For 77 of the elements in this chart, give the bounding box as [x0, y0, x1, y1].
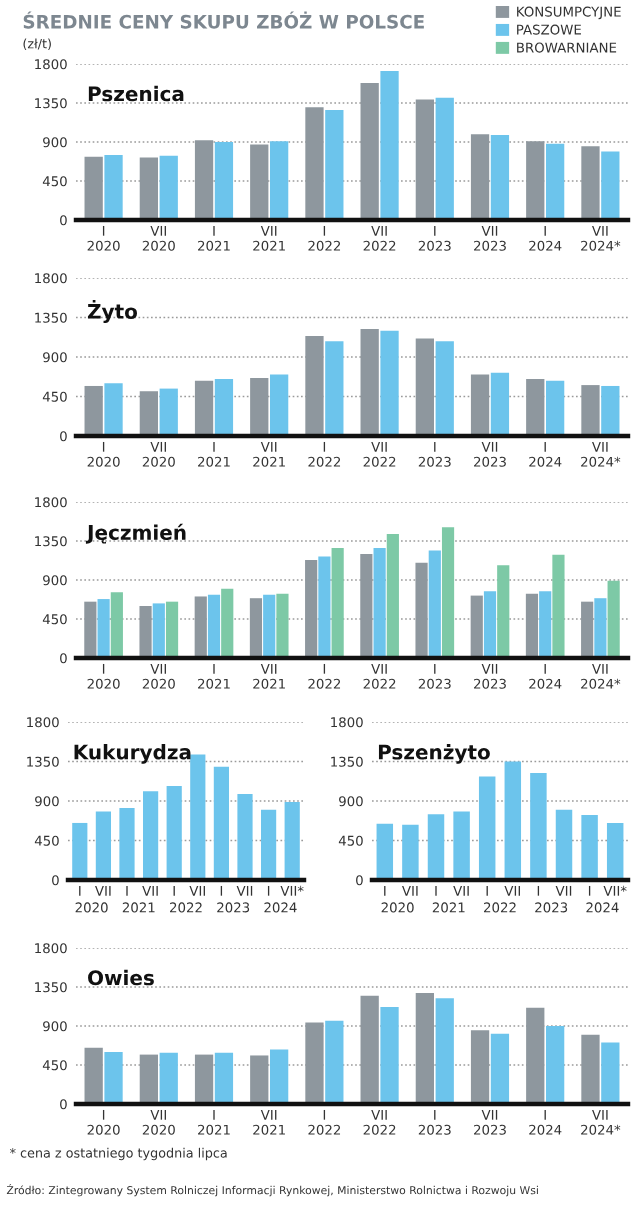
- bar: [402, 824, 419, 880]
- bar: [376, 823, 394, 880]
- text: Żyto: [87, 300, 138, 323]
- text: Pszenżyto: [378, 744, 490, 764]
- bar: [325, 1020, 344, 1104]
- bar: [213, 766, 229, 880]
- bar: [318, 556, 331, 658]
- bar: [530, 772, 547, 880]
- bar: [380, 330, 399, 436]
- bar: [428, 550, 441, 658]
- bar: [159, 155, 178, 220]
- bar: [427, 814, 445, 880]
- bar: [104, 383, 123, 436]
- bar: [221, 588, 234, 658]
- bar: [555, 809, 573, 880]
- bar: [545, 1026, 565, 1104]
- bar: [380, 1006, 399, 1104]
- bar: [165, 601, 179, 658]
- bar: [594, 598, 607, 658]
- bar: [606, 822, 624, 880]
- bar: [497, 565, 510, 658]
- bar: [552, 554, 565, 658]
- bar: [325, 109, 344, 220]
- bar: [97, 599, 110, 658]
- text: Pszenica: [88, 85, 184, 102]
- text: Owies: [88, 969, 154, 986]
- bar: [386, 534, 399, 658]
- bar: [263, 594, 276, 658]
- text: Jęczmień: [85, 523, 186, 544]
- bar: [380, 70, 399, 220]
- bar: [72, 822, 88, 880]
- bar: [214, 378, 234, 436]
- bar: [104, 155, 123, 220]
- bar: [269, 374, 289, 436]
- bar: [490, 372, 510, 436]
- bar: [504, 761, 522, 880]
- bar: [435, 97, 454, 220]
- bar: [373, 547, 386, 658]
- bar: [601, 1042, 620, 1104]
- bar: [166, 786, 182, 880]
- bar: [119, 808, 135, 880]
- bar: [483, 591, 497, 658]
- bar: [104, 1052, 123, 1104]
- bar: [545, 143, 565, 220]
- bar: [331, 547, 344, 658]
- bar: [441, 527, 455, 658]
- bar: [207, 594, 221, 658]
- bar: [190, 754, 206, 880]
- bar: [490, 135, 510, 220]
- bar: [152, 603, 165, 658]
- chart-title: ŚREDNIE CENY SKUPU ZBÓŻ W POLSCE: [23, 11, 424, 29]
- bar: [325, 341, 344, 436]
- bar: [453, 811, 470, 880]
- bar: [159, 1052, 178, 1104]
- bar: [601, 385, 620, 436]
- bar: [581, 815, 598, 880]
- bar: [545, 380, 565, 436]
- bar: [159, 388, 178, 436]
- bar: [435, 998, 454, 1104]
- bar: [261, 809, 277, 880]
- bar: [269, 141, 289, 220]
- bar: [607, 580, 620, 658]
- bar: [110, 592, 123, 658]
- bar: [214, 1052, 234, 1104]
- bar: [95, 811, 111, 880]
- bar: [276, 593, 289, 658]
- bar: [490, 1033, 510, 1104]
- bar: [214, 142, 234, 220]
- bar: [237, 793, 253, 880]
- bar: [435, 341, 454, 436]
- bar: [601, 151, 620, 220]
- bar: [143, 791, 159, 880]
- bar: [478, 776, 496, 880]
- bar: [539, 591, 552, 658]
- text: Kukurydza: [74, 744, 191, 764]
- bar: [284, 801, 300, 880]
- bar: [269, 1049, 289, 1104]
